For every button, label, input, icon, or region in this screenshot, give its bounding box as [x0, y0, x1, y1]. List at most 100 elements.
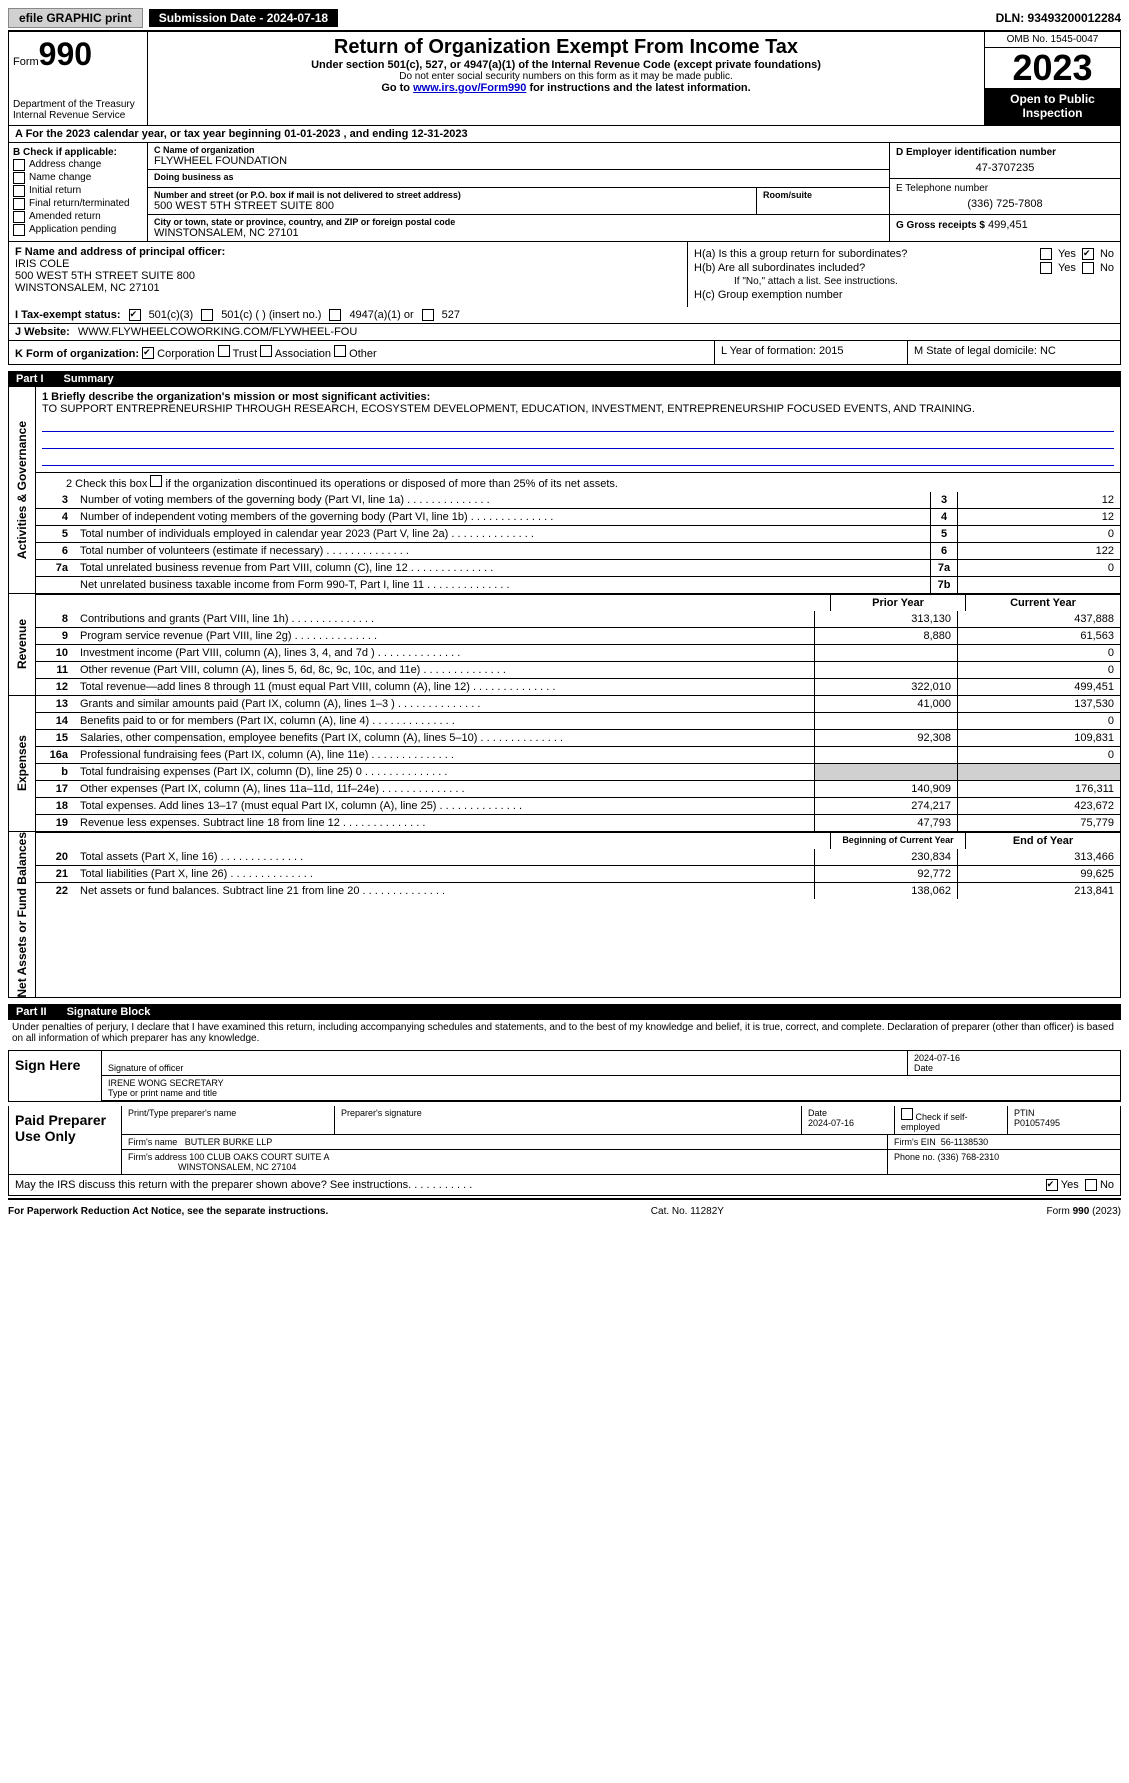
- efile-button[interactable]: efile GRAPHIC print: [8, 8, 143, 28]
- officer-name: IRIS COLE: [15, 258, 681, 270]
- corp-checkbox[interactable]: [142, 347, 154, 359]
- officer-label: F Name and address of principal officer:: [15, 246, 681, 258]
- row-a-tax-year: A For the 2023 calendar year, or tax yea…: [8, 126, 1121, 143]
- goto-line: Go to www.irs.gov/Form990 for instructio…: [156, 82, 976, 94]
- paid-preparer-label: Paid Preparer Use Only: [9, 1106, 122, 1174]
- other-checkbox[interactable]: [334, 345, 346, 357]
- summary-row: 13Grants and similar amounts paid (Part …: [36, 696, 1120, 712]
- summary-row: 21Total liabilities (Part X, line 26)92,…: [36, 865, 1120, 882]
- year-formation: L Year of formation: 2015: [714, 341, 907, 364]
- ha-no-checkbox[interactable]: [1082, 248, 1094, 260]
- col-b-header: B Check if applicable:: [13, 147, 143, 158]
- summary-row: 20Total assets (Part X, line 16)230,8343…: [36, 849, 1120, 865]
- summary-row: 4Number of independent voting members of…: [36, 508, 1120, 525]
- top-bar: efile GRAPHIC print Submission Date - 20…: [8, 8, 1121, 28]
- column-de: D Employer identification number 47-3707…: [890, 143, 1120, 241]
- discuss-question: May the IRS discuss this return with the…: [15, 1179, 411, 1191]
- officer-typed-name: IRENE WONG SECRETARY: [108, 1078, 224, 1088]
- prep-sig-label: Preparer's signature: [335, 1106, 802, 1134]
- summary-row: Net unrelated business taxable income fr…: [36, 576, 1120, 593]
- firm-phone: (336) 768-2310: [938, 1152, 1000, 1162]
- ptin: P01057495: [1014, 1118, 1060, 1128]
- room-label: Room/suite: [763, 190, 883, 200]
- ha-label: H(a) Is this a group return for subordin…: [694, 248, 1034, 260]
- q2-checkbox[interactable]: [150, 475, 162, 487]
- prep-date: 2024-07-16: [808, 1118, 854, 1128]
- footer-left: For Paperwork Reduction Act Notice, see …: [8, 1206, 328, 1217]
- vtab-revenue: Revenue: [15, 619, 29, 669]
- submission-date: Submission Date - 2024-07-18: [149, 9, 338, 27]
- hdr-current-year: Current Year: [965, 595, 1120, 611]
- 4947-checkbox[interactable]: [329, 309, 341, 321]
- sign-here-label: Sign Here: [9, 1051, 102, 1101]
- ssn-warning: Do not enter social security numbers on …: [156, 71, 976, 82]
- summary-row: 14Benefits paid to or for members (Part …: [36, 712, 1120, 729]
- self-employed-checkbox[interactable]: [901, 1108, 913, 1120]
- summary-expenses: Expenses 13Grants and similar amounts pa…: [8, 696, 1121, 832]
- firm-addr: 100 CLUB OAKS COURT SUITE A: [189, 1152, 329, 1162]
- sig-intro: Under penalties of perjury, I declare th…: [8, 1020, 1121, 1046]
- state-domicile: M State of legal domicile: NC: [907, 341, 1120, 364]
- summary-row: 9Program service revenue (Part VIII, lin…: [36, 627, 1120, 644]
- summary-net-assets: Net Assets or Fund Balances Beginning of…: [8, 832, 1121, 999]
- dln: DLN: 93493200012284: [996, 11, 1121, 25]
- summary-governance: Activities & Governance 1 Briefly descri…: [8, 387, 1121, 594]
- summary-row: 17Other expenses (Part IX, column (A), l…: [36, 780, 1120, 797]
- sig-officer-label: Signature of officer: [108, 1063, 183, 1073]
- 501c3-checkbox[interactable]: [129, 309, 141, 321]
- part-ii-header: Part IISignature Block: [8, 1004, 1121, 1020]
- vtab-net: Net Assets or Fund Balances: [15, 832, 29, 998]
- summary-row: 5Total number of individuals employed in…: [36, 525, 1120, 542]
- footer-right: Form 990 (2023): [1047, 1206, 1121, 1217]
- officer-addr2: WINSTONSALEM, NC 27101: [15, 282, 681, 294]
- summary-row: 19Revenue less expenses. Subtract line 1…: [36, 814, 1120, 831]
- checkbox-application-pending[interactable]: [13, 224, 25, 236]
- summary-row: 10Investment income (Part VIII, column (…: [36, 644, 1120, 661]
- ha-yes-checkbox[interactable]: [1040, 248, 1052, 260]
- checkbox-final-return[interactable]: [13, 198, 25, 210]
- dba-label: Doing business as: [154, 172, 883, 182]
- summary-row: 18Total expenses. Add lines 13–17 (must …: [36, 797, 1120, 814]
- q1-label: 1 Briefly describe the organization's mi…: [42, 391, 1114, 403]
- 527-checkbox[interactable]: [422, 309, 434, 321]
- trust-checkbox[interactable]: [218, 345, 230, 357]
- 501c-checkbox[interactable]: [201, 309, 213, 321]
- open-public-badge: Open to Public Inspection: [985, 88, 1120, 125]
- row-k-label: K Form of organization:: [15, 348, 139, 360]
- assoc-checkbox[interactable]: [260, 345, 272, 357]
- gross-receipts: 499,451: [988, 219, 1028, 231]
- checkbox-address-change[interactable]: [13, 159, 25, 171]
- tax-year: 2023: [985, 48, 1120, 88]
- prep-name-label: Print/Type preparer's name: [122, 1106, 335, 1134]
- street-label: Number and street (or P.O. box if mail i…: [154, 190, 750, 200]
- form-header: Form990 Department of the Treasury Inter…: [8, 30, 1121, 126]
- summary-row: 22Net assets or fund balances. Subtract …: [36, 882, 1120, 899]
- column-c: C Name of organization FLYWHEEL FOUNDATI…: [148, 143, 890, 241]
- website-value: WWW.FLYWHEELCOWORKING.COM/FLYWHEEL-FOU: [78, 326, 357, 338]
- hb-yes-checkbox[interactable]: [1040, 262, 1052, 274]
- firm-name: BUTLER BURKE LLP: [185, 1137, 273, 1147]
- checkbox-initial-return[interactable]: [13, 185, 25, 197]
- instructions-link[interactable]: www.irs.gov/Form990: [413, 82, 526, 94]
- summary-row: 12Total revenue—add lines 8 through 11 (…: [36, 678, 1120, 695]
- city-label: City or town, state or province, country…: [154, 217, 883, 227]
- row-i-label: I Tax-exempt status:: [15, 309, 121, 321]
- row-j-label: J Website:: [15, 326, 70, 338]
- org-name: FLYWHEEL FOUNDATION: [154, 155, 883, 167]
- column-b: B Check if applicable: Address change Na…: [9, 143, 148, 241]
- summary-row: bTotal fundraising expenses (Part IX, co…: [36, 763, 1120, 780]
- summary-row: 16aProfessional fundraising fees (Part I…: [36, 746, 1120, 763]
- officer-addr1: 500 WEST 5TH STREET SUITE 800: [15, 270, 681, 282]
- discuss-yes-checkbox[interactable]: [1046, 1179, 1058, 1191]
- checkbox-amended-return[interactable]: [13, 211, 25, 223]
- sign-here-block: Sign Here Signature of officer 2024-07-1…: [8, 1050, 1121, 1102]
- discuss-no-checkbox[interactable]: [1085, 1179, 1097, 1191]
- section-fh: F Name and address of principal officer:…: [8, 241, 1121, 307]
- street: 500 WEST 5TH STREET SUITE 800: [154, 200, 750, 212]
- footer: For Paperwork Reduction Act Notice, see …: [8, 1202, 1121, 1221]
- ein-label: D Employer identification number: [896, 147, 1114, 158]
- summary-row: 3Number of voting members of the governi…: [36, 492, 1120, 508]
- summary-row: 11Other revenue (Part VIII, column (A), …: [36, 661, 1120, 678]
- hb-no-checkbox[interactable]: [1082, 262, 1094, 274]
- checkbox-name-change[interactable]: [13, 172, 25, 184]
